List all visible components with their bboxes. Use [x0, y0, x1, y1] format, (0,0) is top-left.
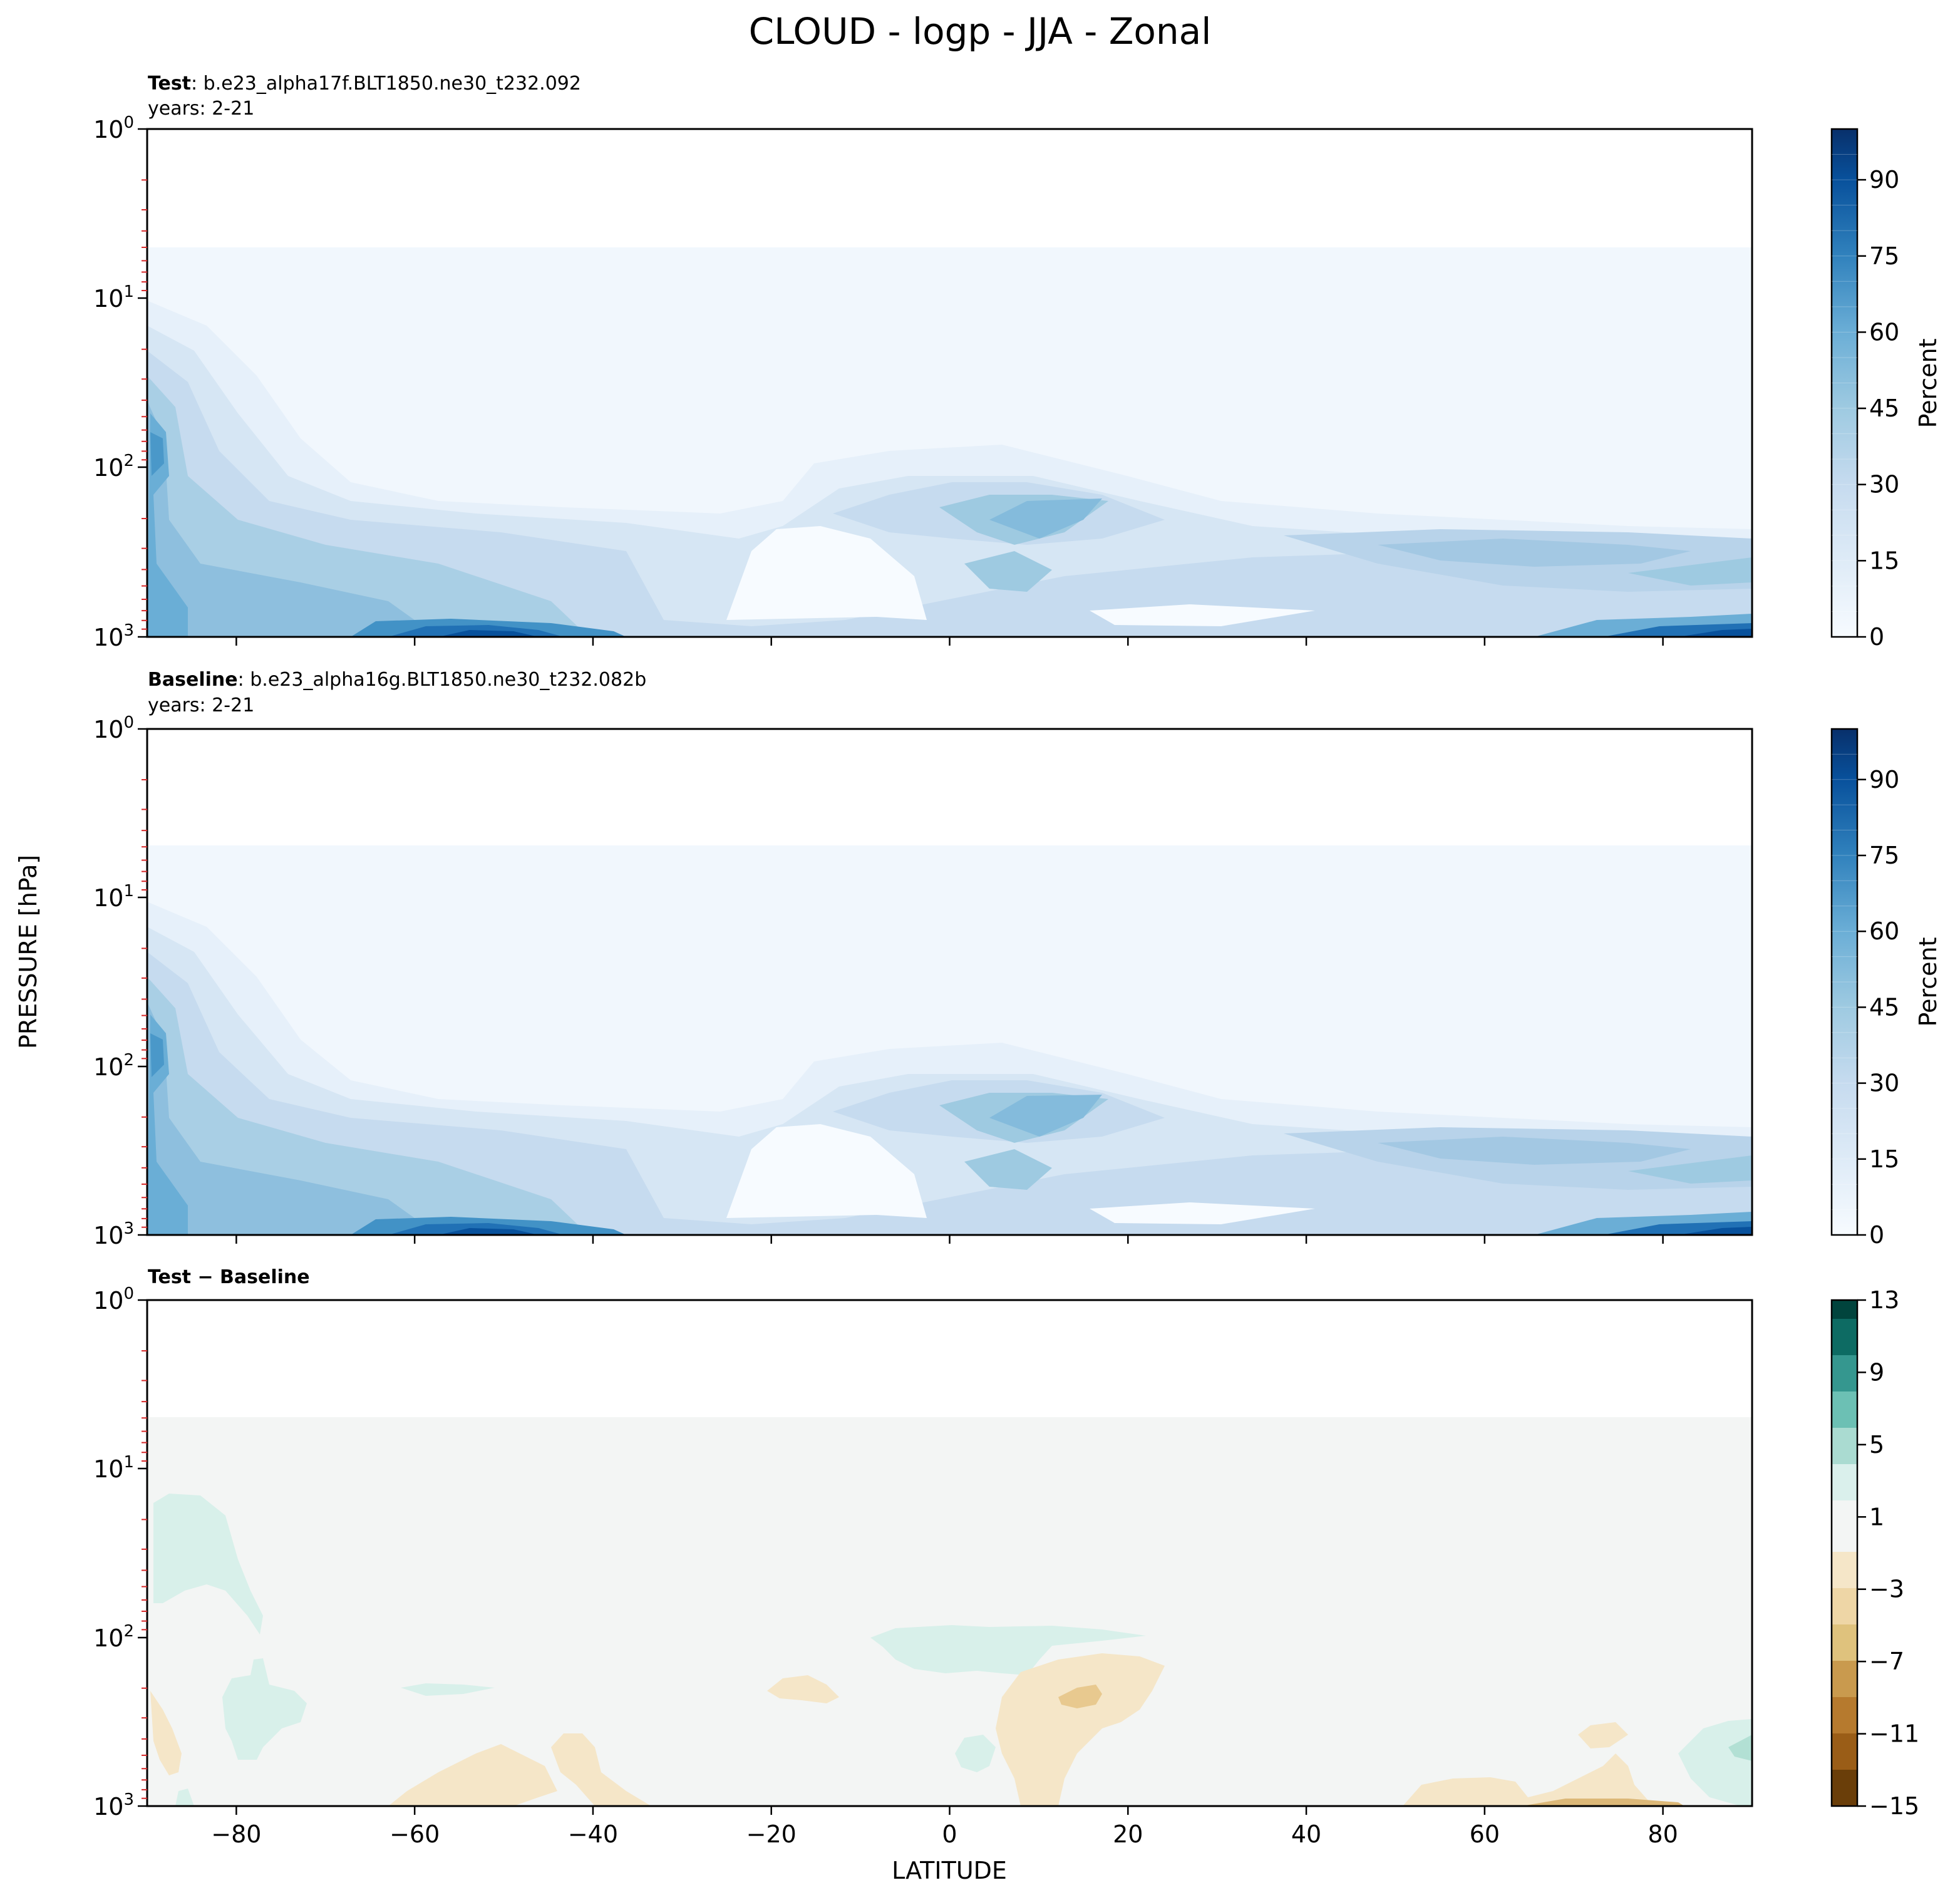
test-colorbar-label: Percent	[1914, 339, 1942, 428]
difference-contour-field	[147, 1417, 1752, 1806]
difference-xtick-label-60: 60	[1470, 1820, 1500, 1848]
baseline-label-bold: Baseline	[148, 669, 238, 691]
svg-text:103: 103	[93, 621, 134, 651]
difference-ytick-2: 102	[93, 1622, 147, 1652]
difference-xtick-label-80: 80	[1648, 1820, 1678, 1848]
difference-xtick-label--40: −40	[568, 1820, 618, 1848]
svg-text:Test: b.e23_alpha17f.BLT1850.n: Test: b.e23_alpha17f.BLT1850.ne30_t232.0…	[148, 73, 581, 95]
difference-y-ticks: 100 101 102 103	[93, 1284, 147, 1820]
svg-text:102: 102	[93, 1051, 134, 1081]
svg-text:102: 102	[93, 1622, 134, 1652]
test-y-ticks: 100 101 102 103	[93, 113, 147, 651]
svg-text:100: 100	[93, 713, 134, 743]
baseline-colorbar-tick-label: 60	[1869, 917, 1899, 945]
panel-baseline: Baseline: b.e23_alpha16g.BLT1850.ne30_t2…	[93, 669, 1942, 1249]
difference-colorbar-tick-label: −3	[1869, 1576, 1904, 1603]
test-colorbar-tick-label: 45	[1869, 395, 1899, 422]
svg-text:Baseline: b.e23_alpha16g.BLT18: Baseline: b.e23_alpha16g.BLT1850.ne30_t2…	[148, 669, 646, 691]
baseline-colorbar-tick-label: 45	[1869, 993, 1899, 1021]
difference-colorbar-tick-label: −15	[1869, 1792, 1919, 1820]
difference-colorbar-tick-label: −11	[1869, 1720, 1919, 1748]
difference-xtick-label-20: 20	[1113, 1820, 1143, 1848]
test-colorbar-tick-label: 15	[1869, 547, 1899, 574]
baseline-colorbar-tick-label: 30	[1869, 1070, 1899, 1097]
test-years: years: 2-21	[148, 98, 254, 120]
svg-text:101: 101	[93, 1453, 134, 1483]
baseline-colorbar-label: Percent	[1914, 937, 1942, 1027]
difference-label: Test − Baseline	[148, 1266, 310, 1288]
baseline-ytick-3: 103	[93, 1219, 147, 1249]
test-ytick-0: 100	[93, 113, 147, 143]
svg-text:103: 103	[93, 1790, 134, 1820]
baseline-colorbar-tick-label: 15	[1869, 1145, 1899, 1173]
y-axis-label: PRESSURE [hPa]	[14, 855, 42, 1049]
figure-title: CLOUD - logp - JJA - Zonal	[749, 10, 1212, 53]
difference-xtick-label-40: 40	[1291, 1820, 1321, 1848]
test-colorbar: 0 15 30 45 60 75 90 Percent	[1830, 128, 1942, 651]
test-label-bold: Test	[148, 73, 191, 95]
difference-xtick-label-0: 0	[942, 1820, 957, 1848]
difference-xtick-label--60: −60	[389, 1820, 440, 1848]
baseline-ytick-2: 102	[93, 1051, 147, 1081]
test-colorbar-tick-label: 75	[1869, 242, 1899, 270]
panel-test: Test: b.e23_alpha17f.BLT1850.ne30_t232.0…	[93, 73, 1942, 651]
svg-text:101: 101	[93, 882, 134, 912]
test-colorbar-tick-label: 0	[1869, 623, 1884, 651]
baseline-label-case: : b.e23_alpha16g.BLT1850.ne30_t232.082b	[238, 669, 647, 691]
test-colorbar-tick-label: 60	[1869, 318, 1899, 346]
difference-colorbar-tick-label: 13	[1869, 1286, 1899, 1314]
baseline-colorbar-tick-label: 0	[1869, 1221, 1884, 1249]
difference-xtick-label--20: −20	[746, 1820, 797, 1848]
difference-colorbar: 13 9 5 1 −3 −7 −11 −15	[1830, 1286, 1919, 1820]
test-label-case: : b.e23_alpha17f.BLT1850.ne30_t232.092	[191, 73, 581, 95]
panel-difference: Test − Baseline 100	[93, 1266, 1919, 1848]
svg-text:103: 103	[93, 1219, 134, 1249]
baseline-colorbar-tick-label: 90	[1869, 766, 1899, 793]
baseline-ytick-0: 100	[93, 713, 147, 743]
test-contour-field	[147, 247, 1752, 637]
svg-text:102: 102	[93, 452, 134, 482]
difference-colorbar-tick-label: −7	[1869, 1648, 1904, 1675]
difference-colorbar-tick-label: 9	[1869, 1358, 1884, 1386]
difference-colorbar-tick-label: 1	[1869, 1503, 1884, 1531]
baseline-contour-field	[147, 845, 1752, 1235]
difference-colorbar-tick-label: 5	[1869, 1431, 1884, 1459]
svg-text:100: 100	[93, 1284, 134, 1314]
baseline-ytick-1: 101	[93, 882, 147, 912]
test-colorbar-tick-label: 90	[1869, 166, 1899, 194]
difference-ytick-1: 101	[93, 1453, 147, 1483]
difference-ytick-3: 103	[93, 1790, 147, 1820]
svg-text:100: 100	[93, 113, 134, 143]
baseline-years: years: 2-21	[148, 694, 254, 716]
test-ytick-1: 101	[93, 282, 147, 312]
svg-text:101: 101	[93, 282, 134, 312]
baseline-y-ticks: 100 101 102 103	[93, 713, 147, 1249]
difference-xtick-label--80: −80	[211, 1820, 261, 1848]
baseline-colorbar-tick-label: 75	[1869, 842, 1899, 869]
test-ytick-2: 102	[93, 452, 147, 482]
baseline-colorbar: 0 15 30 45 60 75 90 Percent	[1830, 728, 1942, 1249]
x-axis-label: LATITUDE	[892, 1857, 1007, 1884]
difference-ytick-0: 100	[93, 1284, 147, 1314]
test-colorbar-tick-label: 30	[1869, 471, 1899, 498]
test-ytick-3: 103	[93, 621, 147, 651]
